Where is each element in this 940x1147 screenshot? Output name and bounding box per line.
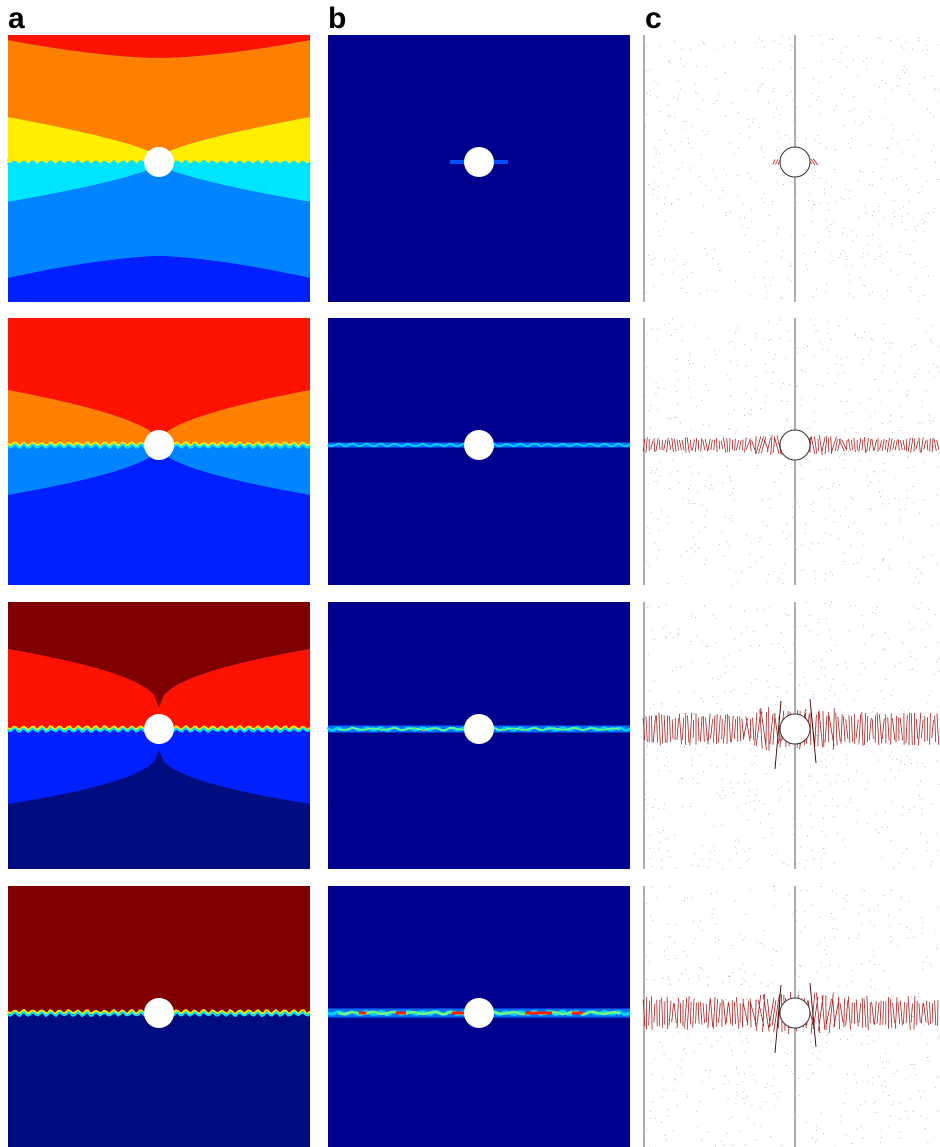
field-band-jet-light-blue — [8, 164, 310, 278]
crossing-fiber — [809, 982, 817, 1048]
field-band-jet-blue — [8, 729, 310, 804]
hole — [144, 147, 174, 177]
column-label-a: a — [8, 2, 25, 35]
panel-a-step-1 — [7, 35, 311, 302]
field-band-jet-red — [8, 35, 310, 58]
panel-b-step-4 — [327, 886, 631, 1147]
damage-peak — [358, 1011, 367, 1015]
hole — [464, 147, 494, 177]
field-band-jet-blue — [8, 256, 310, 302]
hole — [464, 998, 494, 1028]
particle-cloud — [644, 34, 940, 302]
damage-peak — [525, 1011, 539, 1015]
hole — [144, 714, 174, 744]
panel-a-step-3 — [7, 602, 311, 869]
field-band-jet-cyan — [8, 162, 310, 202]
damage-peak — [572, 1011, 583, 1015]
field-band-jet-orange — [8, 390, 310, 445]
hole — [464, 430, 494, 460]
hole — [144, 998, 174, 1028]
panel-a-step-2 — [7, 318, 311, 585]
column-label-b: b — [328, 2, 347, 35]
panel-b-step-3 — [326, 602, 631, 869]
hole — [779, 429, 811, 461]
hole — [144, 430, 174, 460]
field-band-jet-yellow — [8, 117, 310, 162]
field-band-jet-navy — [8, 1013, 310, 1147]
panel-b-step-2 — [327, 318, 631, 585]
hole — [779, 146, 811, 178]
particle-cloud — [644, 317, 940, 585]
field-band-jet-orange — [8, 40, 310, 157]
panel-c-step-3 — [642, 601, 940, 870]
panel-c-step-1 — [643, 34, 940, 302]
field-band-jet-blue — [8, 447, 310, 585]
column-label-c: c — [645, 2, 662, 35]
damage-peak — [395, 1011, 406, 1015]
damage-peak — [451, 1011, 466, 1015]
panel-a-step-4 — [7, 886, 311, 1147]
field-band-jet-dark-red — [8, 886, 310, 1013]
hole — [464, 714, 494, 744]
field-band-jet-dark-red — [8, 602, 310, 708]
panel-c-step-4 — [642, 885, 940, 1147]
damage-peak — [536, 1011, 553, 1015]
field-band-jet-navy — [8, 750, 310, 869]
crossing-fiber — [809, 698, 817, 764]
panel-c-step-2 — [642, 317, 940, 585]
field-band-jet-red — [8, 649, 310, 729]
hole — [779, 713, 811, 745]
crossing-fiber — [774, 700, 782, 770]
field-band-jet-light-blue — [8, 445, 310, 495]
crossing-fiber — [774, 984, 782, 1054]
hole — [779, 997, 811, 1029]
field-band-jet-red — [8, 318, 310, 442]
panel-b-step-1 — [328, 35, 630, 302]
